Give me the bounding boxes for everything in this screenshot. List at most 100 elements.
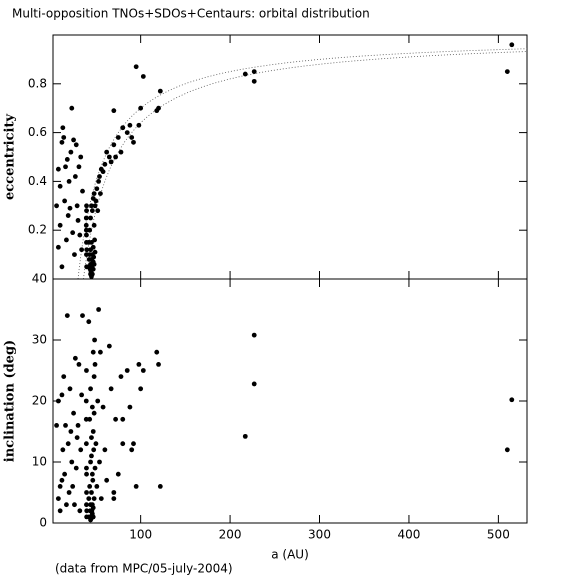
data-point <box>76 362 82 367</box>
data-point <box>84 368 89 373</box>
data-point <box>55 244 61 250</box>
data-point <box>92 465 98 471</box>
data-point <box>90 477 96 483</box>
data-point <box>67 205 73 211</box>
perihelion-curve <box>77 48 527 280</box>
data-point <box>111 490 117 495</box>
data-point <box>157 88 163 94</box>
data-point <box>61 374 67 379</box>
data-point <box>115 471 121 477</box>
data-point <box>100 404 106 410</box>
data-point <box>91 254 97 260</box>
data-point <box>62 198 68 204</box>
y-tick-label: 0.6 <box>28 125 47 139</box>
data-point <box>120 441 126 447</box>
data-point <box>88 386 93 392</box>
data-point <box>87 416 93 422</box>
chart-title: Multi-opposition TNOs+SDOs+Centaurs: orb… <box>12 7 370 21</box>
data-point <box>83 227 89 233</box>
data-point <box>106 154 112 160</box>
x-tick-label: 200 <box>219 528 242 542</box>
data-point <box>84 232 89 238</box>
data-point <box>65 441 71 447</box>
data-point <box>94 186 100 192</box>
data-point <box>90 259 96 265</box>
data-point <box>140 368 146 373</box>
data-point <box>86 240 92 245</box>
data-point <box>108 159 114 165</box>
data-point <box>138 105 144 111</box>
data-point <box>91 410 97 416</box>
data-point <box>87 227 93 233</box>
data-point <box>78 154 84 160</box>
data-point <box>97 174 102 179</box>
data-point <box>90 244 96 250</box>
data-point <box>86 319 92 325</box>
y-axis-label: eccentricity <box>3 114 18 200</box>
data-point <box>509 42 515 48</box>
data-point <box>92 337 97 343</box>
data-point <box>111 496 117 501</box>
data-point <box>72 502 77 508</box>
data-point <box>129 135 135 140</box>
data-point <box>91 496 97 501</box>
data-point <box>87 484 93 489</box>
y-tick-label: 40 <box>32 272 47 286</box>
data-point <box>120 125 126 131</box>
data-point <box>68 149 74 155</box>
data-point <box>133 64 139 70</box>
data-point <box>93 198 99 204</box>
data-point <box>504 69 510 74</box>
data-point <box>83 215 89 221</box>
data-point <box>75 218 81 223</box>
data-point <box>65 213 71 218</box>
data-point <box>89 490 94 495</box>
data-point <box>55 496 61 501</box>
data-point <box>77 232 83 238</box>
data-point <box>509 397 515 403</box>
data-point <box>111 142 117 148</box>
data-point <box>84 203 89 209</box>
data-point <box>78 447 84 453</box>
data-point <box>88 459 93 465</box>
data-point <box>124 368 130 373</box>
data-point <box>94 484 100 489</box>
data-point <box>115 135 121 140</box>
data-point <box>98 191 103 197</box>
footnote: (data from MPC/05-july-2004) <box>55 562 233 576</box>
data-point <box>96 179 102 184</box>
data-point <box>54 423 59 428</box>
data-point <box>138 386 144 392</box>
data-point <box>113 416 119 422</box>
data-point <box>67 386 73 392</box>
data-point <box>84 465 89 471</box>
perihelion-curve <box>83 51 527 280</box>
y-tick-label: 30 <box>32 333 47 347</box>
data-point <box>156 105 161 111</box>
data-point <box>92 362 98 367</box>
x-tick-label: 500 <box>487 528 510 542</box>
data-point <box>111 108 117 114</box>
data-point <box>127 404 133 410</box>
data-point <box>91 447 97 453</box>
data-point <box>74 203 80 209</box>
data-point <box>70 484 76 489</box>
data-point <box>73 465 79 471</box>
data-point <box>72 174 78 179</box>
x-tick-label: 100 <box>129 528 152 542</box>
data-point <box>136 362 142 367</box>
data-point <box>71 410 76 416</box>
data-point <box>102 447 108 453</box>
data-point <box>133 484 139 489</box>
data-point <box>127 122 133 128</box>
data-point <box>97 459 102 465</box>
data-point <box>102 161 108 167</box>
data-point <box>73 142 79 148</box>
y-tick-label: 20 <box>32 394 47 408</box>
data-point <box>120 416 126 422</box>
data-point <box>64 502 69 508</box>
data-point <box>59 477 65 483</box>
data-point <box>118 149 124 155</box>
data-point <box>89 511 95 517</box>
